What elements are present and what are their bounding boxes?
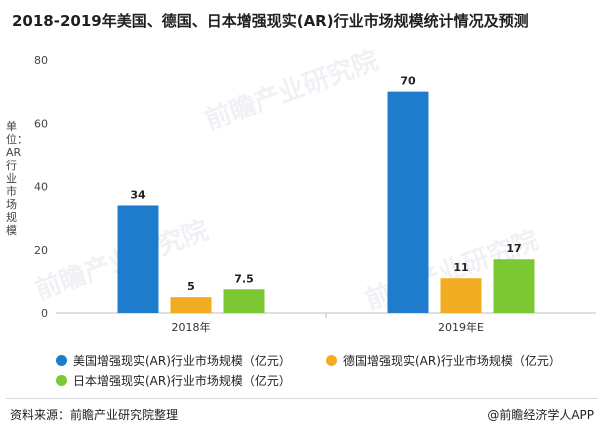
bar — [387, 91, 429, 313]
chart-title: 2018-2019年美国、德国、日本增强现实(AR)行业市场规模统计情况及预测 — [12, 12, 529, 30]
y-tick-label: 0 — [41, 307, 48, 320]
legend-swatch-de — [326, 355, 337, 366]
bar — [117, 205, 159, 313]
data-label: 34 — [130, 188, 146, 201]
y-tick-label: 60 — [34, 117, 48, 130]
data-label: 5 — [187, 280, 195, 293]
data-label: 7.5 — [234, 272, 254, 285]
legend-label-us: 美国增强现实(AR)行业市场规模（亿元） — [73, 354, 291, 368]
bar — [170, 297, 212, 313]
legend-item-jp: 日本增强现实(AR)行业市场规模（亿元） — [56, 372, 291, 389]
footer-divider — [6, 398, 598, 399]
data-label: 70 — [400, 75, 416, 88]
legend-item-de: 德国增强现实(AR)行业市场规模（亿元） — [326, 352, 561, 369]
data-label: 11 — [453, 261, 468, 274]
legend-label-de: 德国增强现实(AR)行业市场规模（亿元） — [343, 354, 561, 368]
data-label: 17 — [506, 242, 521, 255]
bar — [440, 278, 482, 313]
legend-label-jp: 日本增强现实(AR)行业市场规模（亿元） — [73, 374, 291, 388]
chart-area: 0 20 40 60 80 34 5 7.5 2018年 70 11 17 2019年E — [34, 54, 596, 334]
credit-note: @前瞻经济学人APP — [487, 408, 594, 422]
y-tick-label: 20 — [34, 244, 48, 257]
bar — [493, 259, 535, 313]
y-tick-label: 40 — [34, 181, 48, 194]
legend-item-us: 美国增强现实(AR)行业市场规模（亿元） — [56, 352, 291, 369]
y-tick-label: 80 — [34, 54, 48, 67]
legend-swatch-jp — [56, 375, 67, 386]
x-category-label: 2018年 — [172, 320, 211, 334]
legend-swatch-us — [56, 355, 67, 366]
x-category-label: 2019年E — [438, 320, 484, 334]
y-axis-title: 单位：AR行业市场规模 — [6, 120, 28, 237]
bar — [223, 289, 265, 313]
source-note: 资料来源：前瞻产业研究院整理 — [10, 408, 179, 422]
